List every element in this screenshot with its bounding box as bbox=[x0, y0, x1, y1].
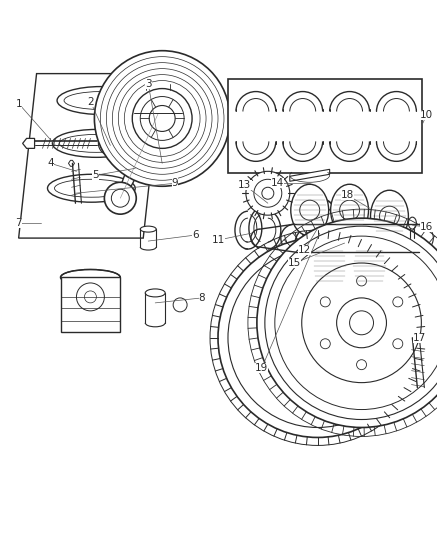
Circle shape bbox=[134, 90, 182, 138]
Ellipse shape bbox=[47, 174, 135, 202]
Ellipse shape bbox=[408, 217, 417, 229]
Text: 11: 11 bbox=[212, 235, 225, 245]
Text: 19: 19 bbox=[255, 362, 268, 373]
Text: 4: 4 bbox=[47, 158, 54, 168]
Ellipse shape bbox=[60, 270, 120, 286]
Bar bbox=[228, 78, 422, 173]
Text: 9: 9 bbox=[172, 178, 178, 188]
Text: 13: 13 bbox=[238, 180, 251, 190]
Polygon shape bbox=[290, 169, 330, 181]
Text: 3: 3 bbox=[145, 78, 152, 88]
Circle shape bbox=[149, 106, 175, 132]
Text: 12: 12 bbox=[298, 245, 311, 255]
Ellipse shape bbox=[311, 240, 349, 292]
Ellipse shape bbox=[57, 86, 145, 115]
Text: 2: 2 bbox=[87, 96, 94, 107]
Text: 8: 8 bbox=[199, 293, 205, 303]
Polygon shape bbox=[68, 160, 74, 166]
Text: 6: 6 bbox=[192, 230, 198, 240]
Text: 18: 18 bbox=[341, 190, 354, 200]
Circle shape bbox=[257, 218, 438, 427]
Polygon shape bbox=[408, 334, 417, 342]
Polygon shape bbox=[60, 278, 120, 332]
Text: 5: 5 bbox=[92, 170, 99, 180]
Text: 17: 17 bbox=[413, 333, 426, 343]
Text: 1: 1 bbox=[15, 99, 22, 109]
Text: 14: 14 bbox=[271, 178, 284, 188]
Ellipse shape bbox=[371, 190, 408, 242]
Circle shape bbox=[99, 132, 122, 155]
Ellipse shape bbox=[145, 289, 165, 297]
Circle shape bbox=[95, 51, 230, 186]
Ellipse shape bbox=[350, 240, 389, 292]
Ellipse shape bbox=[140, 226, 156, 232]
Text: 15: 15 bbox=[288, 258, 301, 268]
Ellipse shape bbox=[291, 184, 328, 236]
Polygon shape bbox=[19, 74, 161, 238]
Text: 16: 16 bbox=[420, 222, 433, 232]
Circle shape bbox=[246, 171, 290, 215]
Polygon shape bbox=[23, 139, 35, 148]
Circle shape bbox=[337, 298, 386, 348]
Text: 10: 10 bbox=[420, 110, 433, 120]
Ellipse shape bbox=[331, 184, 368, 236]
Text: 7: 7 bbox=[15, 218, 22, 228]
Circle shape bbox=[104, 182, 136, 214]
Ellipse shape bbox=[53, 130, 140, 157]
Polygon shape bbox=[117, 109, 167, 200]
Circle shape bbox=[218, 238, 417, 438]
